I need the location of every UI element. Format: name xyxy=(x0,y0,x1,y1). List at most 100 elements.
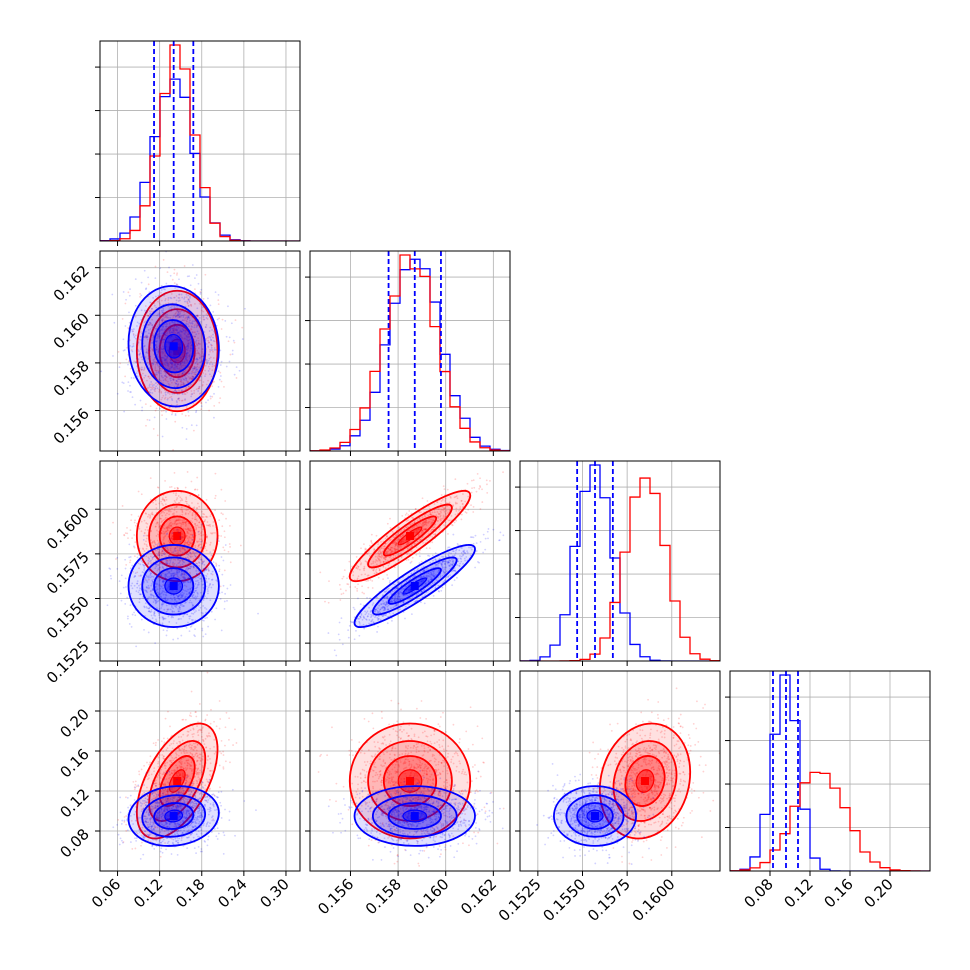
sample-point xyxy=(185,356,187,359)
sample-point xyxy=(182,329,185,332)
sample-point xyxy=(174,520,177,523)
sample-point xyxy=(213,330,215,333)
sample-point xyxy=(175,506,178,508)
sample-point xyxy=(160,338,163,341)
sample-point xyxy=(186,318,189,320)
sample-point xyxy=(162,338,165,341)
sample-point xyxy=(209,348,211,351)
sample-point xyxy=(158,336,161,339)
sample-point xyxy=(208,409,210,412)
sample-point xyxy=(345,589,347,592)
sample-point xyxy=(154,360,157,363)
sample-point xyxy=(161,497,164,500)
sample-point xyxy=(154,525,157,528)
sample-point xyxy=(187,375,190,378)
sample-point xyxy=(179,368,181,371)
sample-point xyxy=(168,513,171,516)
sample-point xyxy=(188,528,191,531)
sample-point xyxy=(179,384,182,387)
sample-point xyxy=(195,573,198,575)
sample-point xyxy=(183,548,186,551)
sample-point xyxy=(165,498,168,501)
sample-point xyxy=(200,405,203,408)
sample-point xyxy=(186,275,189,278)
sample-point xyxy=(192,377,195,380)
sample-point xyxy=(195,388,198,391)
sample-point xyxy=(175,492,178,495)
sample-point xyxy=(191,377,194,380)
sample-point xyxy=(167,362,170,365)
sample-point xyxy=(193,389,196,392)
sample-point xyxy=(173,268,176,271)
sample-point xyxy=(153,358,156,361)
sample-point xyxy=(174,368,176,371)
panel-frame xyxy=(309,250,511,452)
sample-point xyxy=(206,616,208,619)
sample-point xyxy=(145,512,147,515)
sample-point xyxy=(177,326,180,329)
sample-point xyxy=(168,393,171,395)
sample-point xyxy=(169,541,171,544)
sample-point xyxy=(203,513,206,516)
sample-point xyxy=(166,357,169,360)
sample-point xyxy=(182,523,185,525)
sample-point xyxy=(361,585,363,588)
sample-point xyxy=(200,540,202,543)
sample-point xyxy=(177,383,180,386)
sample-point xyxy=(177,331,180,334)
sample-point xyxy=(143,519,146,522)
sample-point xyxy=(210,610,213,613)
sample-point xyxy=(184,521,187,524)
sample-point xyxy=(156,591,159,594)
sample-point xyxy=(191,331,194,333)
sample-point xyxy=(164,393,167,396)
sample-point xyxy=(183,338,186,341)
sample-point xyxy=(169,406,171,409)
sample-point xyxy=(174,381,177,384)
sample-point xyxy=(191,538,194,541)
sample-point xyxy=(196,370,199,373)
sample-point xyxy=(158,335,161,337)
sample-point xyxy=(173,355,176,358)
sample-point xyxy=(146,336,149,339)
sample-point xyxy=(164,617,167,620)
sample-point xyxy=(175,327,178,330)
sample-point xyxy=(160,391,163,394)
sample-point xyxy=(168,308,171,311)
sample-point xyxy=(179,323,181,325)
sample-point xyxy=(177,376,180,378)
sample-point xyxy=(162,348,165,351)
sample-point xyxy=(180,617,182,620)
sample-point xyxy=(337,633,340,636)
sample-point xyxy=(156,569,159,572)
sample-point xyxy=(185,534,188,537)
sample-point xyxy=(137,358,140,361)
sample-point xyxy=(127,381,130,384)
sample-point xyxy=(141,547,144,550)
sample-point xyxy=(129,367,132,370)
sample-point xyxy=(145,555,148,558)
sample-point xyxy=(157,364,159,367)
sample-point xyxy=(205,536,208,539)
sample-point xyxy=(472,479,475,482)
sample-point xyxy=(178,389,180,392)
sample-point xyxy=(206,521,209,523)
sample-point xyxy=(187,381,190,384)
sample-point xyxy=(189,615,192,618)
sample-point xyxy=(143,534,145,537)
sample-point xyxy=(186,537,189,540)
sample-point xyxy=(168,330,171,333)
sample-point xyxy=(156,333,159,336)
sample-point xyxy=(178,397,180,400)
sample-point xyxy=(185,348,188,351)
sample-point xyxy=(220,535,223,537)
sample-point xyxy=(161,550,164,553)
sample-point xyxy=(227,340,230,343)
sample-point xyxy=(150,388,152,391)
sample-point xyxy=(164,496,167,499)
sample-point xyxy=(191,521,194,524)
sample-point xyxy=(181,521,184,524)
sample-point xyxy=(171,278,174,281)
sample-point xyxy=(145,310,148,312)
sample-point xyxy=(167,383,170,385)
